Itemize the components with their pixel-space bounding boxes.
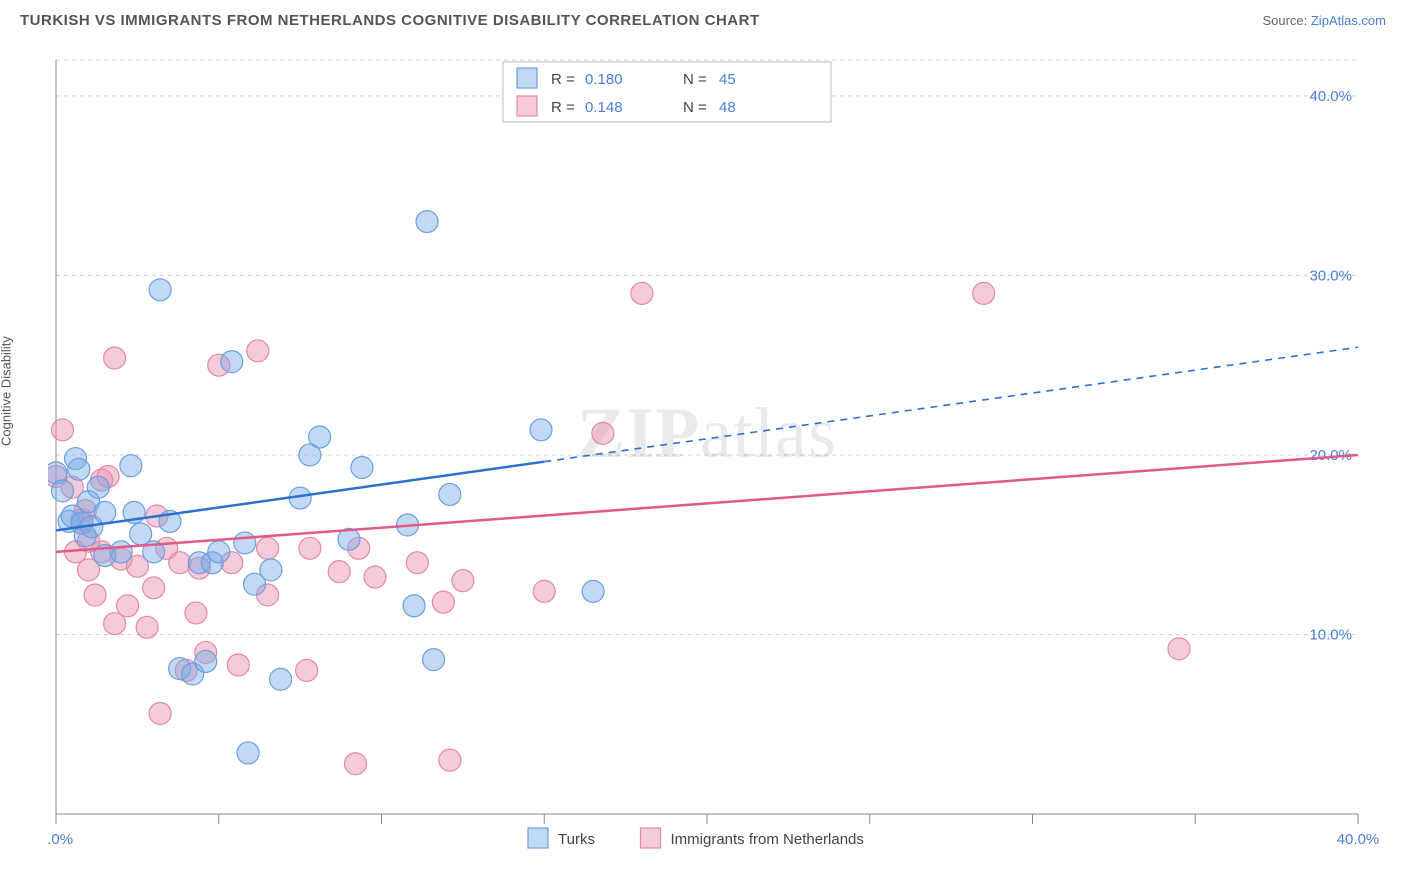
legend-n-value: 48 xyxy=(719,99,736,116)
data-point xyxy=(416,211,438,233)
data-point xyxy=(247,340,269,362)
data-point xyxy=(149,279,171,301)
data-point xyxy=(110,541,132,563)
legend-r-label: R = xyxy=(551,71,575,88)
data-point xyxy=(84,584,106,606)
y-tick-label: 30.0% xyxy=(1309,267,1352,284)
data-point xyxy=(439,483,461,505)
data-point xyxy=(52,480,74,502)
data-point xyxy=(117,595,139,617)
data-point xyxy=(227,654,249,676)
source-prefix: Source: xyxy=(1262,13,1310,28)
data-point xyxy=(328,561,350,583)
scatter-chart: 0.0%40.0%10.0%20.0%30.0%40.0%ZIPatlasR =… xyxy=(48,44,1388,852)
y-tick-label: 10.0% xyxy=(1309,626,1352,643)
legend-swatch xyxy=(517,68,537,88)
data-point xyxy=(296,659,318,681)
x-tick-label: 40.0% xyxy=(1337,831,1380,848)
data-point xyxy=(309,426,331,448)
data-point xyxy=(364,566,386,588)
legend-r-label: R = xyxy=(551,99,575,116)
legend-series-label: Immigrants from Netherlands xyxy=(671,831,864,848)
data-point xyxy=(582,580,604,602)
data-point xyxy=(195,650,217,672)
chart-title: TURKISH VS IMMIGRANTS FROM NETHERLANDS C… xyxy=(20,12,760,29)
data-point xyxy=(87,476,109,498)
data-point xyxy=(299,537,321,559)
data-point xyxy=(208,541,230,563)
data-point xyxy=(143,577,165,599)
legend-swatch xyxy=(528,828,548,848)
legend-r-value: 0.148 xyxy=(585,99,623,116)
data-point xyxy=(432,591,454,613)
chart-area: 0.0%40.0%10.0%20.0%30.0%40.0%ZIPatlasR =… xyxy=(48,44,1388,852)
data-point xyxy=(94,501,116,523)
data-point xyxy=(260,559,282,581)
data-point xyxy=(104,347,126,369)
data-point xyxy=(452,570,474,592)
data-point xyxy=(973,282,995,304)
data-point xyxy=(237,742,259,764)
data-point xyxy=(631,282,653,304)
source-label: Source: ZipAtlas.com xyxy=(1262,13,1386,28)
x-tick-label: 0.0% xyxy=(48,831,73,848)
source-link[interactable]: ZipAtlas.com xyxy=(1311,13,1386,28)
data-point xyxy=(270,668,292,690)
data-point xyxy=(221,351,243,373)
data-point xyxy=(52,419,74,441)
data-point xyxy=(149,702,171,724)
data-point xyxy=(406,552,428,574)
legend-series-label: Turks xyxy=(558,831,595,848)
data-point xyxy=(136,616,158,638)
data-point xyxy=(530,419,552,441)
data-point xyxy=(344,753,366,775)
data-point xyxy=(533,580,555,602)
data-point xyxy=(423,649,445,671)
data-point xyxy=(234,532,256,554)
data-point xyxy=(68,458,90,480)
y-axis-label: Cognitive Disability xyxy=(0,336,14,446)
legend-swatch xyxy=(641,828,661,848)
data-point xyxy=(403,595,425,617)
data-point xyxy=(592,422,614,444)
y-tick-label: 40.0% xyxy=(1309,88,1352,105)
data-point xyxy=(169,552,191,574)
data-point xyxy=(351,457,373,479)
data-point xyxy=(185,602,207,624)
data-point xyxy=(439,749,461,771)
watermark: ZIPatlas xyxy=(577,393,837,473)
legend-swatch xyxy=(517,96,537,116)
legend-n-label: N = xyxy=(683,71,707,88)
legend-n-value: 45 xyxy=(719,71,736,88)
legend-n-label: N = xyxy=(683,99,707,116)
data-point xyxy=(257,537,279,559)
data-point xyxy=(1168,638,1190,660)
data-point xyxy=(120,455,142,477)
legend-r-value: 0.180 xyxy=(585,71,623,88)
